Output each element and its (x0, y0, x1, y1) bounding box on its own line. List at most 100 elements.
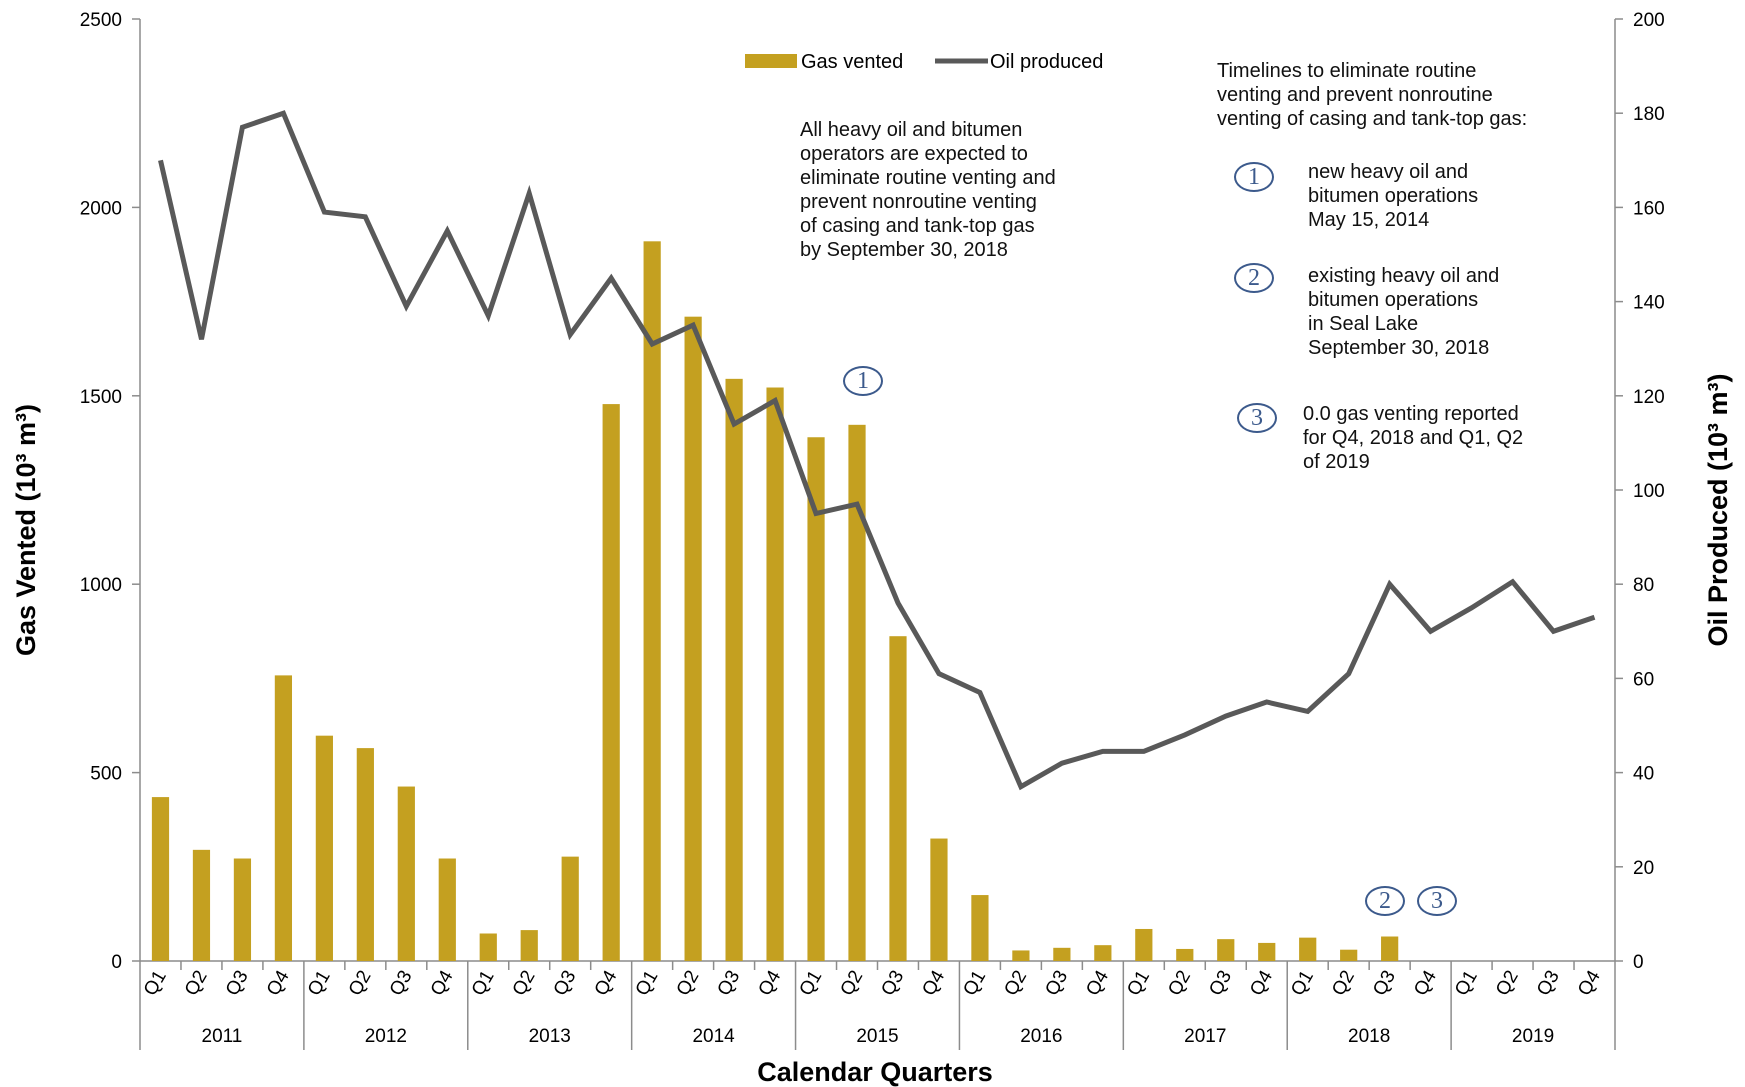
year-label: 2014 (692, 1026, 735, 1047)
y-right-tick-label: 60 (1633, 669, 1654, 690)
bar-gas-vented (479, 933, 497, 961)
quarter-tick-label: Q4 (1082, 967, 1113, 1000)
y-right-tick-label: 180 (1633, 104, 1665, 125)
timeline-title: Timelines to eliminate routine venting a… (1217, 60, 1528, 130)
bar-gas-vented (1012, 950, 1030, 961)
bar-gas-vented (1135, 928, 1153, 961)
bar-gas-vented (397, 786, 415, 961)
year-label: 2019 (1512, 1026, 1554, 1047)
bar-gas-vented (971, 895, 989, 961)
year-label: 2017 (1184, 1026, 1226, 1047)
timeline-item-1-text: new heavy oil and bitumen operations May… (1308, 161, 1479, 231)
bar-gas-vented (1094, 945, 1112, 961)
timeline-item-2-text: existing heavy oil and bitumen operation… (1308, 265, 1500, 359)
bar-gas-vented (1381, 936, 1399, 961)
quarter-tick-label: Q2 (181, 967, 212, 999)
quarter-tick-label: Q3 (222, 967, 253, 999)
y-right-tick-label: 200 (1633, 10, 1665, 31)
bar-gas-vented (1340, 949, 1358, 961)
line-series-oil-produced (158, 110, 1596, 791)
bar-gas-vented (1217, 939, 1235, 961)
y-axis-left-title: Gas Vented (10³ m³) (11, 404, 41, 656)
quarter-tick-label: Q1 (796, 967, 827, 999)
y-right-tick-label: 120 (1633, 387, 1665, 408)
y-right-tick-label: 140 (1633, 293, 1665, 314)
quarter-tick-label: Q4 (1410, 967, 1441, 1000)
center-note: All heavy oil and bitumen operators are … (800, 119, 1056, 261)
quarter-tick-label: Q3 (550, 967, 581, 999)
y-right-tick-label: 160 (1633, 198, 1665, 219)
timeline-item-3-text: 0.0 gas venting reported for Q4, 2018 an… (1303, 403, 1524, 473)
quarter-tick-label: Q1 (959, 967, 990, 999)
quarter-tick-label: Q4 (755, 967, 786, 1000)
quarter-tick-label: Q4 (1246, 967, 1277, 1000)
bar-series-gas-vented (151, 241, 1399, 962)
y-left-tick-label: 500 (90, 764, 122, 785)
y-left-tick-label: 2000 (80, 198, 122, 219)
quarter-tick-label: Q2 (1328, 967, 1359, 999)
bar-gas-vented (520, 930, 538, 961)
y-left-tick-label: 0 (111, 952, 122, 973)
quarter-tick-label: Q1 (1451, 967, 1482, 999)
y-axis-right-title: Oil Produced (10³ m³) (1703, 373, 1733, 646)
legend: Gas vented Oil produced (745, 51, 1103, 73)
bar-gas-vented (602, 404, 620, 961)
quarter-tick-label: Q4 (427, 967, 458, 1000)
chart-marker-3: 3 (1417, 886, 1457, 916)
bar-gas-vented (766, 387, 784, 962)
bar-gas-vented (561, 856, 579, 961)
year-label: 2013 (529, 1026, 571, 1047)
quarter-tick-label: Q4 (1574, 967, 1605, 1000)
quarter-tick-label: Q3 (877, 967, 908, 999)
quarter-tick-label: Q3 (386, 967, 417, 999)
line-oil-produced (158, 110, 1596, 791)
y-left-tick-label: 1500 (80, 387, 122, 408)
quarter-tick-label: Q3 (1205, 967, 1236, 999)
quarter-tick-label: Q2 (1492, 967, 1523, 999)
quarter-tick-label: Q2 (1000, 967, 1031, 999)
quarter-tick-label: Q2 (345, 967, 376, 999)
y-right-tick-label: 40 (1633, 764, 1654, 785)
chart-marker-2: 2 (1365, 886, 1405, 916)
quarter-tick-label: Q3 (1041, 967, 1072, 999)
year-label: 2012 (365, 1026, 407, 1047)
legend-swatch-gas-vented (745, 54, 797, 68)
chart-marker-1: 1 (843, 366, 883, 396)
bar-gas-vented (1258, 942, 1276, 961)
bar-gas-vented (151, 797, 170, 961)
quarter-tick-label: Q3 (1369, 967, 1400, 999)
y-right-tick-label: 100 (1633, 481, 1665, 502)
quarter-tick-label: Q4 (591, 967, 622, 1000)
timeline-marker-1: 1 (1234, 162, 1274, 192)
quarter-tick-label: Q1 (1123, 967, 1154, 999)
timeline-marker-3: 3 (1237, 403, 1277, 433)
bar-gas-vented (315, 735, 333, 961)
quarter-tick-label: Q3 (714, 967, 745, 999)
year-label: 2011 (202, 1026, 243, 1047)
year-label: 2015 (856, 1026, 898, 1047)
y-right-tick-label: 0 (1633, 952, 1644, 973)
bar-gas-vented (1176, 948, 1194, 961)
axes-layer (132, 18, 1623, 1050)
year-label: 2016 (1020, 1026, 1062, 1047)
y-right-tick-label: 80 (1633, 575, 1654, 596)
bar-gas-vented (889, 636, 907, 961)
quarter-tick-label: Q1 (1287, 967, 1318, 999)
bar-gas-vented (807, 437, 825, 961)
legend-label-oil-produced: Oil produced (990, 51, 1103, 73)
quarter-tick-label: Q2 (509, 967, 540, 999)
quarter-tick-label: Q1 (632, 967, 663, 999)
quarter-tick-label: Q2 (1164, 967, 1195, 999)
bar-gas-vented (725, 378, 743, 961)
bar-gas-vented (192, 849, 211, 961)
quarter-tick-label: Q1 (304, 967, 335, 999)
timeline-marker-2: 2 (1234, 263, 1274, 293)
bar-gas-vented (684, 316, 702, 961)
bar-gas-vented (356, 748, 374, 961)
legend-label-gas-vented: Gas vented (801, 51, 903, 73)
year-label: 2018 (1348, 1026, 1390, 1047)
bar-gas-vented (1053, 947, 1071, 961)
quarter-tick-label: Q4 (263, 967, 294, 1000)
bar-gas-vented (274, 675, 293, 961)
y-left-tick-label: 2500 (80, 10, 122, 31)
